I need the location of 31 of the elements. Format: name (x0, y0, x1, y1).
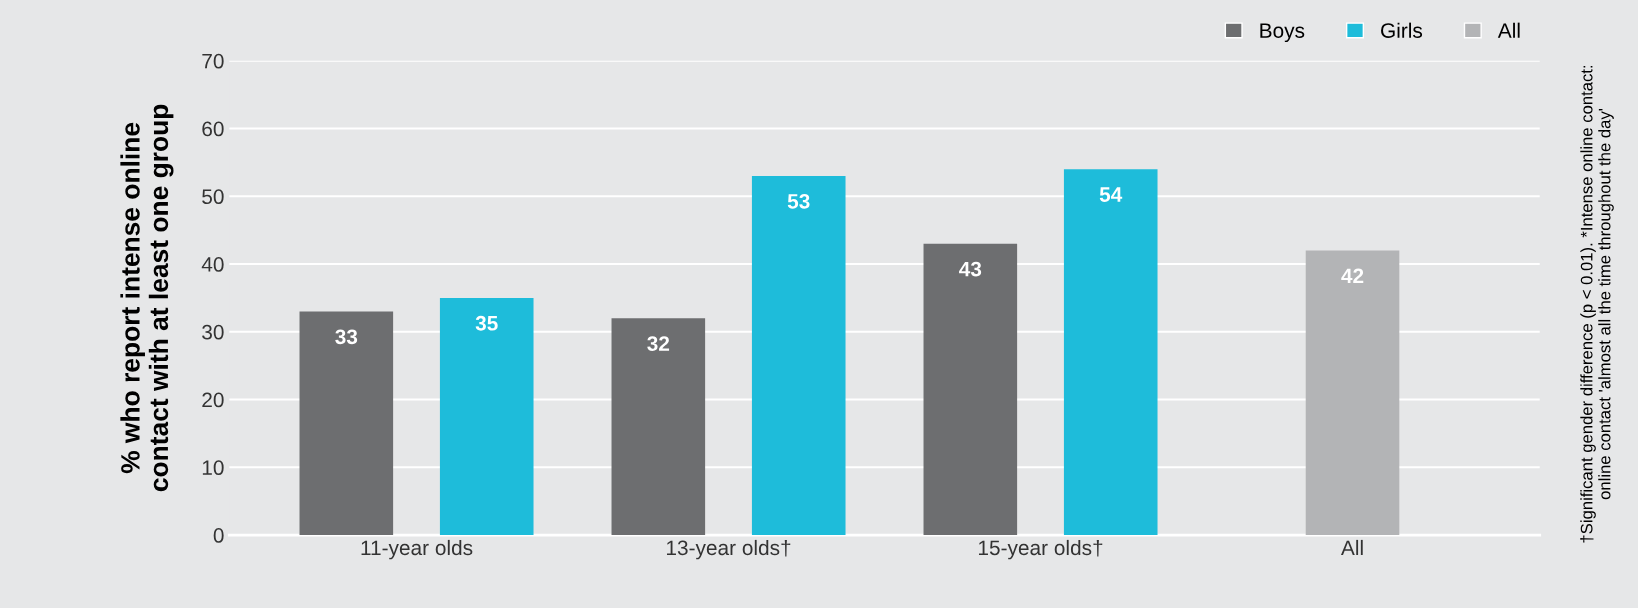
y-tick-label: 20 (202, 392, 224, 408)
x-tick-label: 11-year olds (361, 539, 473, 560)
bar (1305, 250, 1400, 536)
y-tick-label: 40 (201, 257, 224, 272)
x-tick-label: 15-year olds† (979, 539, 1103, 560)
data-label: 35 (475, 315, 498, 331)
data-label: 54 (1099, 187, 1123, 202)
y-tick-label: 50 (202, 189, 224, 205)
data-label: 53 (787, 193, 810, 209)
y-tick-label: 60 (202, 121, 224, 137)
legend-label: Girls (1381, 22, 1423, 38)
data-label: 42 (1341, 268, 1364, 283)
legend-label: All (1497, 22, 1520, 38)
bar (611, 318, 706, 536)
bar (299, 311, 394, 536)
bar (439, 297, 534, 536)
y-tick-label: 30 (202, 324, 224, 340)
data-label: 33 (335, 329, 358, 345)
y-axis-title: % who report intense online contact with at least one group (120, 104, 174, 492)
data-label: 43 (959, 261, 982, 277)
x-tick-label: All (1340, 539, 1363, 555)
y-tick-label: 10 (202, 460, 224, 476)
text: †Significant gender difference (p < 0.01). *Intense online contact: online contact 'almost all the time throughout the day' (1580, 65, 1614, 543)
y-tick-label: 0 (213, 528, 224, 543)
bar (751, 175, 846, 536)
bar (1063, 169, 1158, 536)
legend-label: Boys (1260, 23, 1305, 43)
x-tick-label: 13-year olds† (667, 539, 791, 560)
bar (923, 243, 1018, 536)
y-tick-label: 70 (202, 53, 224, 69)
data-label: 32 (647, 336, 670, 351)
